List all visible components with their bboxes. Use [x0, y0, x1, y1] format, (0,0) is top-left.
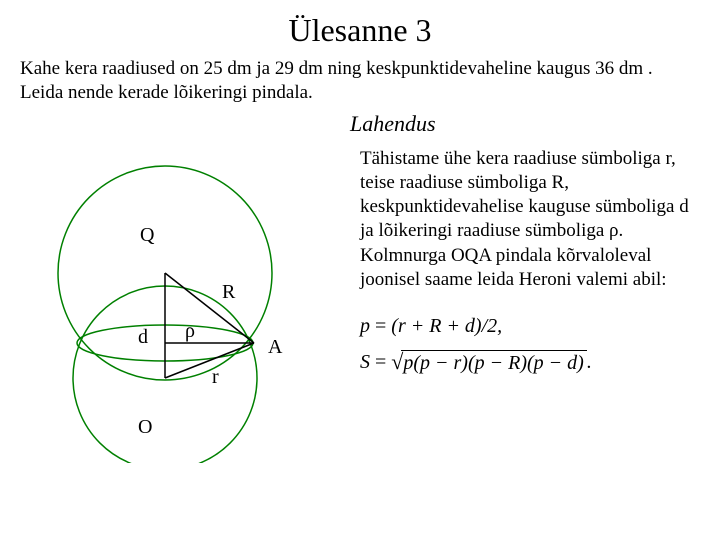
formula-s: S = √ p(p − r)(p − R)(p − d) .	[360, 346, 700, 378]
page-title: Ülesanne 3	[20, 12, 700, 49]
svg-text:d: d	[138, 326, 148, 348]
formula-s-lhs: S	[360, 351, 370, 373]
formula-p-lhs: p	[360, 315, 370, 337]
problem-statement: Kahe kera raadiused on 25 dm ja 29 dm ni…	[20, 57, 700, 105]
sqrt-argument: p(p − r)(p − R)(p − d)	[401, 350, 586, 375]
explanation-text: Tähistame ühe kera raadiuse sümboliga r,…	[360, 147, 700, 293]
svg-text:A: A	[268, 336, 283, 358]
text-column: Tähistame ühe kera raadiuse sümboliga r,…	[360, 143, 700, 383]
svg-text:ρ: ρ	[185, 320, 195, 342]
svg-text:r: r	[212, 366, 219, 388]
formula-p: p = (r + R + d)/2,	[360, 310, 700, 342]
svg-text:Q: Q	[140, 224, 155, 246]
sqrt-expression: √ p(p − r)(p − R)(p − d)	[391, 350, 587, 375]
formula-s-tail: .	[587, 351, 592, 373]
sqrt-symbol: √	[391, 351, 403, 373]
formula-p-rhs: (r + R + d)/2,	[391, 315, 502, 337]
content-row: Q Rd ρ Ar O Tähistame ühe kera raadiuse sümb…	[20, 143, 700, 468]
formulas-block: p = (r + R + d)/2, S = √ p(p − r)(p − R)…	[360, 310, 700, 378]
solution-heading: Lahendus	[20, 111, 700, 137]
diagram-column: Q Rd ρ Ar O	[20, 143, 360, 468]
svg-text:O: O	[138, 416, 152, 438]
svg-text:R: R	[222, 281, 236, 303]
geometry-diagram: Q Rd ρ Ar O	[20, 143, 360, 463]
